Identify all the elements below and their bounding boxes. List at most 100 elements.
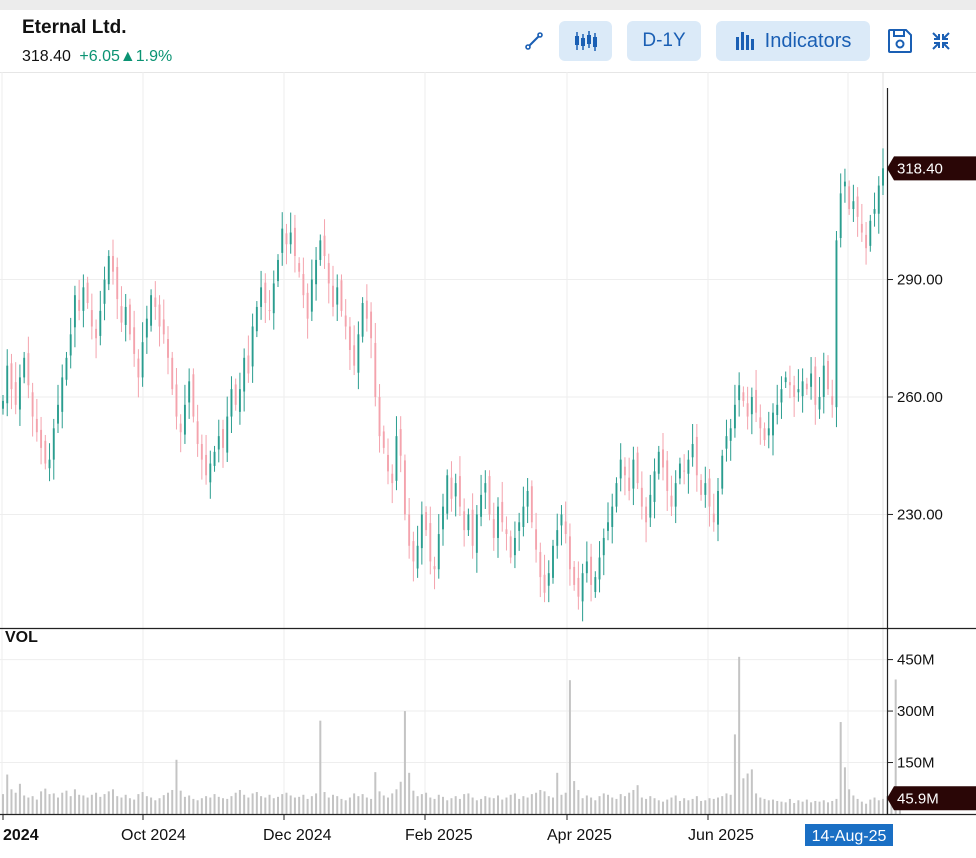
candle-body [827, 360, 829, 390]
volume-bar [298, 796, 301, 814]
volume-bar [843, 767, 846, 814]
candle-body [344, 315, 347, 327]
volume-bar [251, 793, 254, 814]
candle-body [704, 483, 707, 495]
top-strip [0, 0, 976, 10]
volume-bar [712, 798, 715, 814]
volume-bar [678, 800, 681, 814]
volume-bar [818, 801, 821, 814]
chart-area[interactable]: 290.00 260.00 230.00 450M 300M 150M 2024 Oct 20… [0, 72, 976, 858]
volume-bar [31, 796, 34, 814]
volume-bar [556, 772, 559, 814]
candle-body [416, 545, 419, 569]
volume-bar [277, 796, 279, 814]
volume-bar [40, 791, 43, 814]
volume-bar [18, 783, 21, 814]
candle-body [196, 421, 199, 444]
candle-body [687, 459, 690, 474]
candle-body [57, 404, 59, 424]
volume-bar [733, 734, 736, 814]
volume-bar [234, 792, 237, 814]
candle-body [869, 220, 872, 246]
indicators-button[interactable]: Indicators [716, 21, 870, 61]
candle-body [856, 196, 859, 217]
volume-bar [255, 792, 258, 814]
volume-bar [429, 797, 432, 814]
candle-body [378, 396, 381, 437]
candle-body [645, 506, 648, 523]
volume-bar [192, 798, 195, 814]
volume-bar [683, 798, 686, 814]
candle-body [306, 292, 309, 319]
price-chart[interactable]: 290.00 260.00 230.00 450M 300M 150M 2024 Oct 20… [0, 72, 976, 858]
candle-body [78, 299, 81, 311]
candle-body [222, 429, 224, 448]
volume-bar [365, 797, 368, 814]
candle-body [801, 381, 804, 397]
volume-bar [577, 789, 580, 814]
candle-body [124, 306, 127, 325]
volume-tick-label: 300M [897, 703, 935, 720]
save-button[interactable] [882, 21, 918, 61]
volume-bar [293, 797, 296, 814]
candle-body [733, 404, 736, 429]
volume-bar [10, 789, 13, 814]
volume-bar [657, 800, 660, 814]
candle-body [780, 389, 783, 403]
volume-bar [590, 797, 593, 814]
volume-bar [488, 797, 491, 814]
volume-bar [649, 796, 652, 814]
volume-bar [827, 802, 829, 814]
candle-body [48, 459, 51, 469]
candle-body [755, 389, 758, 413]
crosshair-date-label: 14-Aug-25 [812, 828, 887, 845]
candle-body [289, 232, 292, 245]
candle-body [357, 334, 360, 373]
interval-button[interactable]: D-1Y [627, 21, 701, 61]
volume-bar [209, 797, 212, 814]
candle-body [501, 501, 504, 523]
candle-body [471, 509, 474, 546]
change-percent: 1.9% [135, 48, 173, 65]
volume-bar [35, 799, 38, 814]
volume-bar [332, 794, 334, 814]
candle-body [666, 460, 669, 491]
draw-tool-button[interactable] [516, 21, 552, 61]
collapse-button[interactable] [924, 21, 958, 61]
candle-body [213, 451, 216, 466]
volume-bar [48, 794, 51, 814]
candle-body [615, 483, 618, 507]
volume-bar [522, 796, 525, 814]
volume-bar [65, 790, 68, 814]
candle-body [750, 396, 753, 415]
volume-bar [285, 792, 288, 814]
candle-body [619, 459, 622, 479]
volume-bar [755, 793, 758, 814]
volume-bar [14, 792, 17, 814]
candle-body [23, 357, 26, 378]
volume-bar [640, 797, 643, 814]
candle-body [767, 428, 770, 436]
volume-bar [433, 798, 436, 814]
candle-body [480, 494, 483, 517]
volume-bar [52, 793, 55, 814]
chart-type-button[interactable] [559, 21, 612, 61]
candle-body [717, 490, 719, 525]
volume-bar [116, 796, 119, 814]
volume-bar [315, 793, 318, 814]
volume-bar [505, 797, 508, 814]
volume-bar [90, 794, 93, 814]
volume-bar [700, 800, 703, 814]
volume-bar [205, 796, 208, 814]
candle-body [607, 522, 609, 531]
volume-bar [69, 796, 72, 814]
candle-body [319, 240, 322, 260]
candle-body [784, 377, 787, 383]
candle-body [150, 295, 153, 326]
candle-body [234, 384, 237, 405]
volume-bar [463, 794, 466, 814]
volume-bar [327, 797, 330, 814]
volume-bar [378, 791, 381, 814]
candle-body [264, 282, 267, 304]
candle-body [738, 385, 741, 401]
